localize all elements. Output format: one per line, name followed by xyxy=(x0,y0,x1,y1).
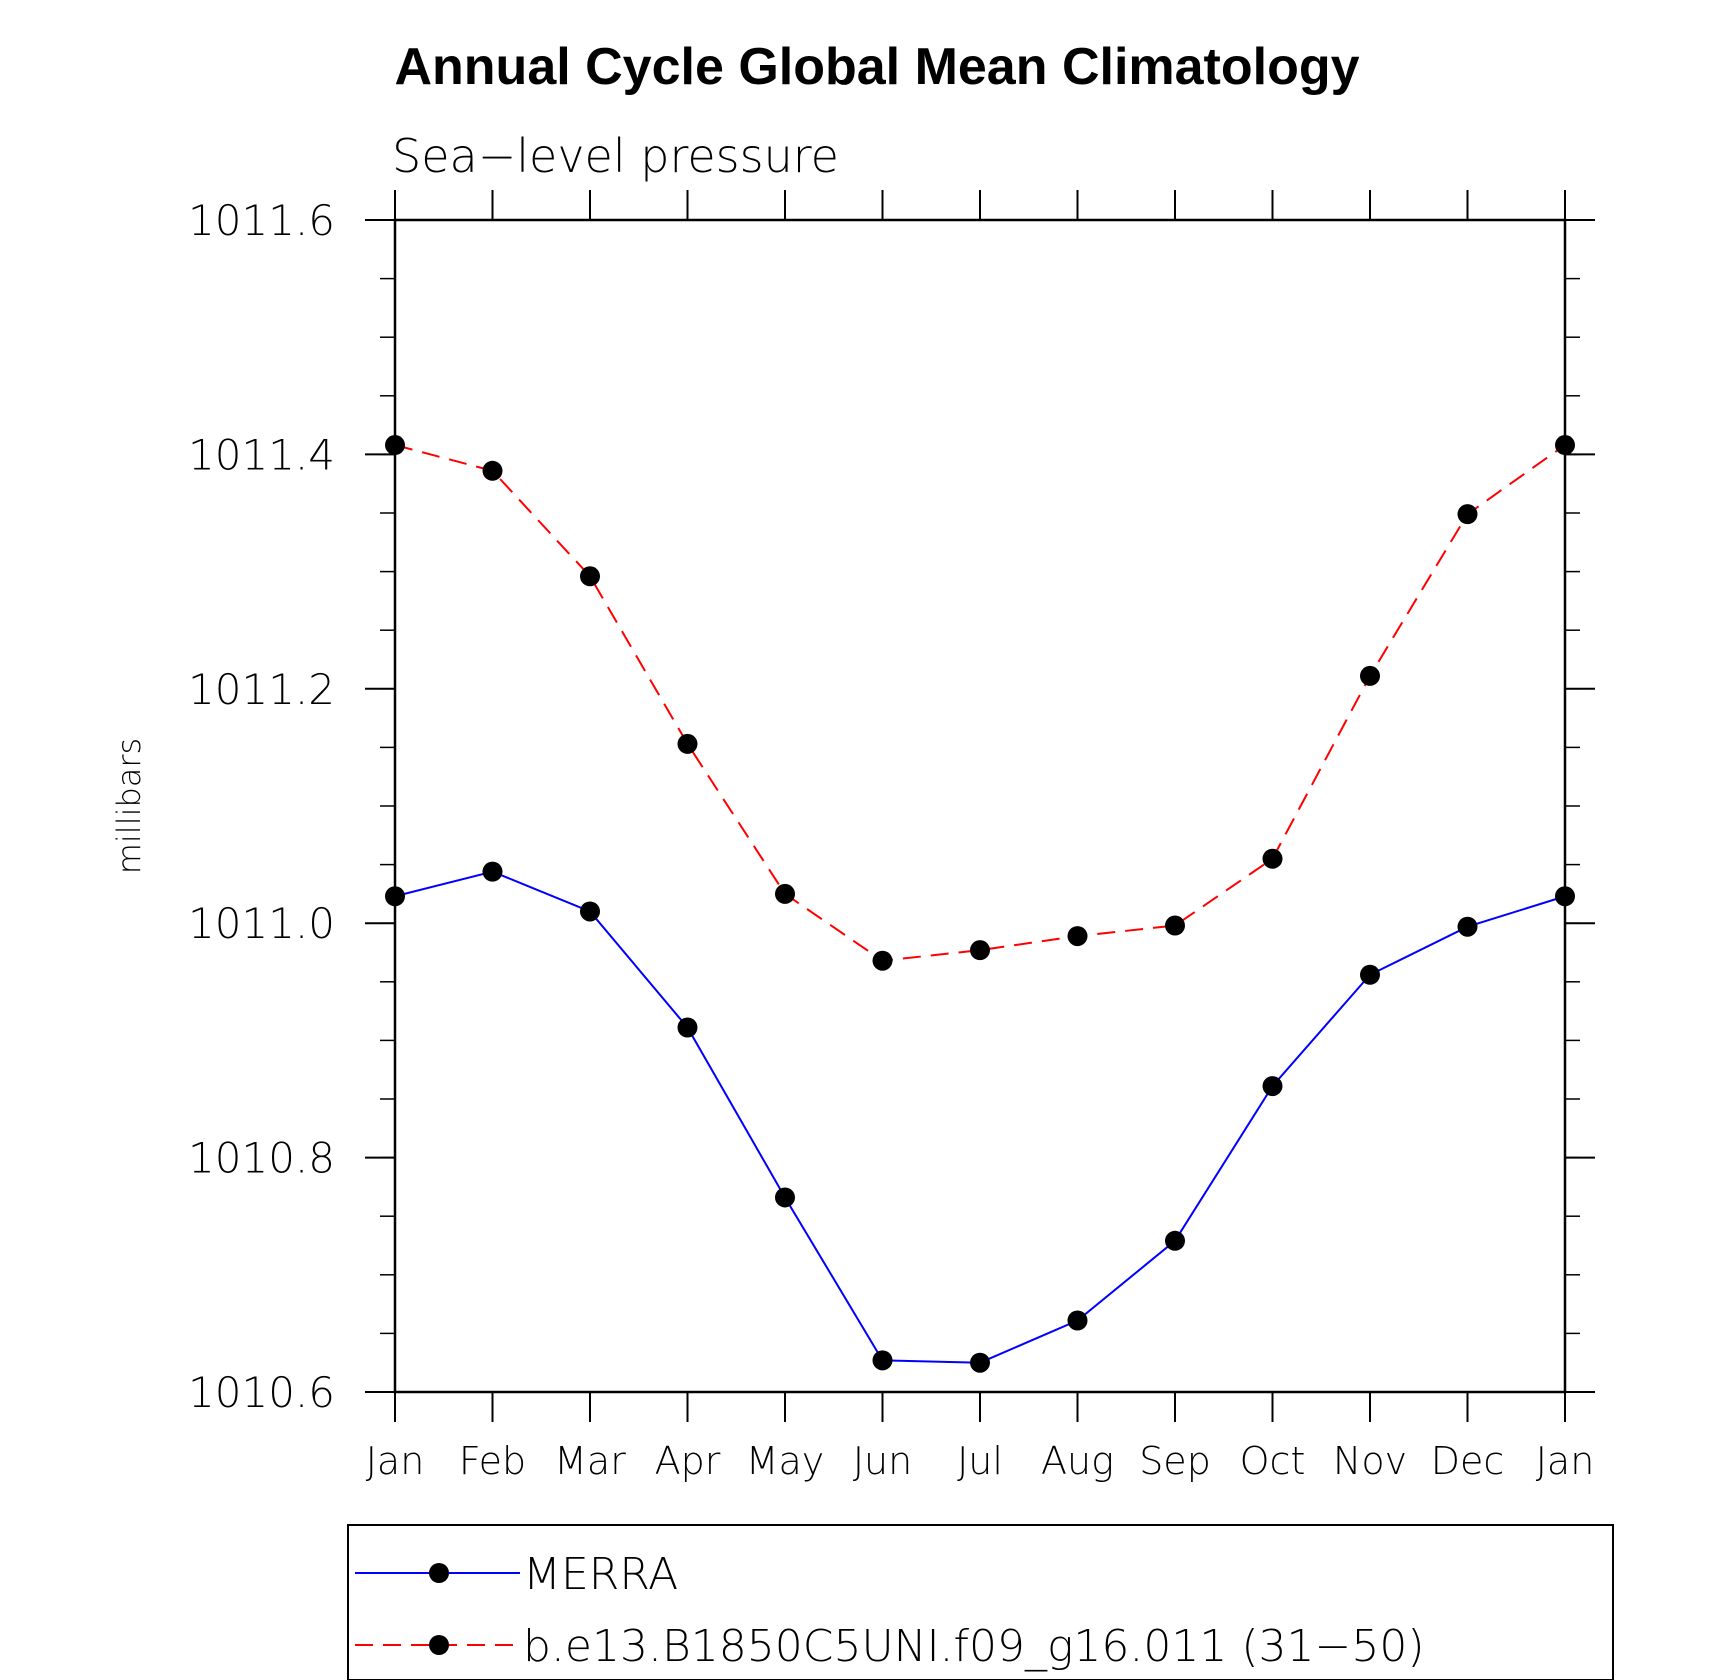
y-axis-label: millibars xyxy=(110,738,148,874)
data-point xyxy=(970,1352,990,1373)
data-point xyxy=(580,566,600,587)
data-point xyxy=(580,901,600,922)
data-point xyxy=(1165,1230,1185,1251)
x-tick-label: Nov xyxy=(1333,1439,1407,1483)
x-tick-label: Mar xyxy=(554,1439,626,1483)
data-point xyxy=(385,435,405,456)
data-point xyxy=(775,1187,795,1208)
data-point xyxy=(775,883,795,904)
data-point xyxy=(1165,915,1185,936)
data-point xyxy=(1262,848,1283,869)
plot-frame xyxy=(393,218,1567,1394)
x-tick-label: Jan xyxy=(1536,1439,1595,1483)
axes: 1010.6 1010.8 1011.0 1011.2 1011.4 1011.6 Jan F… xyxy=(188,190,1595,1483)
x-tick-label: Jul xyxy=(957,1439,1003,1483)
y-tick-label: 1011.4 xyxy=(188,430,335,479)
chart-subtitle: Sea−level pressure xyxy=(392,129,839,183)
y-tick-label: 1010.8 xyxy=(188,1134,335,1183)
x-tick-label: Aug xyxy=(1041,1439,1114,1483)
data-point xyxy=(1360,964,1380,985)
data-point xyxy=(385,886,405,907)
x-tick-label: Oct xyxy=(1240,1439,1306,1483)
data-point xyxy=(1555,435,1575,456)
data-point xyxy=(677,1017,698,1038)
x-tick-label: May xyxy=(746,1439,825,1483)
legend-label-model: b.e13.B1850C5UNI.f09_g16.011 (31−50) xyxy=(523,1621,1425,1672)
chart-title: Annual Cycle Global Mean Climatology xyxy=(394,38,1359,96)
y-tick-label: 1011.0 xyxy=(188,899,335,948)
legend: MERRA b.e13.B1850C5UNI.f09_g16.011 (31−5… xyxy=(347,1524,1614,1680)
data-point xyxy=(1555,886,1575,907)
data-point xyxy=(1067,926,1088,947)
data-point xyxy=(482,460,503,481)
x-tick-label: Jun xyxy=(853,1439,912,1483)
series xyxy=(385,435,1575,1373)
y-tick-label: 1010.6 xyxy=(188,1368,335,1417)
y-tick-label: 1011.2 xyxy=(188,665,335,714)
x-tick-label: Feb xyxy=(459,1439,526,1483)
data-point xyxy=(872,950,893,971)
data-point xyxy=(872,1350,893,1371)
legend-marker-model xyxy=(429,1635,449,1655)
legend-box xyxy=(347,1524,1614,1680)
data-point xyxy=(1067,1310,1088,1331)
legend-marker-merra xyxy=(429,1563,449,1583)
data-point xyxy=(482,861,503,882)
data-point xyxy=(1360,665,1380,686)
data-point xyxy=(677,733,698,754)
x-tick-label: Sep xyxy=(1139,1439,1211,1483)
data-point xyxy=(1457,504,1478,525)
x-tick-label: Dec xyxy=(1431,1439,1505,1483)
data-point xyxy=(1262,1076,1283,1097)
x-tick-label: Jan xyxy=(366,1439,425,1483)
x-tick-label: Apr xyxy=(655,1439,721,1483)
series-line-1 xyxy=(394,444,1566,962)
legend-label-merra: MERRA xyxy=(523,1549,678,1600)
data-point xyxy=(970,940,990,961)
y-tick-label: 1011.6 xyxy=(188,196,335,245)
data-point xyxy=(1457,916,1478,937)
